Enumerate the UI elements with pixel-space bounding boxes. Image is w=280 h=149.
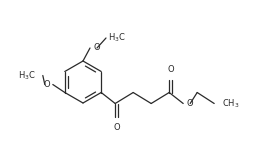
Text: CH$_3$: CH$_3$	[222, 97, 240, 110]
Text: H$_3$C: H$_3$C	[108, 32, 126, 44]
Text: O: O	[167, 66, 174, 74]
Text: O: O	[43, 80, 50, 89]
Text: O: O	[94, 44, 100, 52]
Text: O: O	[113, 122, 120, 132]
Text: H$_3$C: H$_3$C	[18, 69, 36, 82]
Text: O: O	[186, 99, 193, 108]
